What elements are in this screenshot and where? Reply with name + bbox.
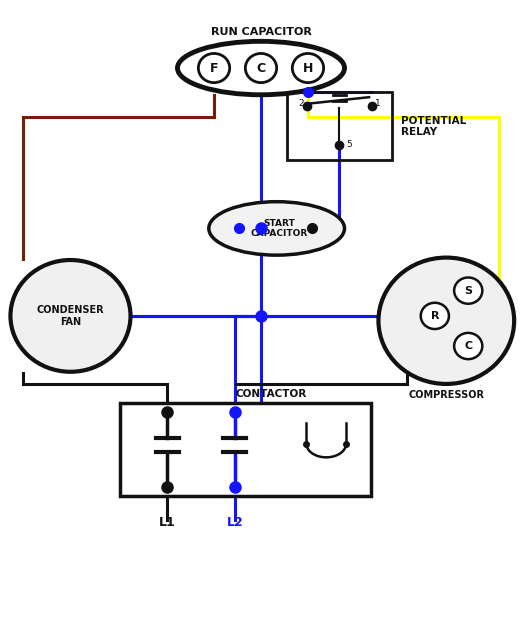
Text: R: R [431,311,439,321]
Text: S: S [464,286,472,296]
Text: 1: 1 [375,99,381,108]
Circle shape [378,258,514,384]
Text: F: F [210,61,218,75]
Text: 5: 5 [346,140,352,149]
Text: RUN CAPACITOR: RUN CAPACITOR [210,27,312,37]
Text: POTENTIAL
RELAY: POTENTIAL RELAY [401,116,466,137]
Text: iiii: iiii [43,599,51,605]
Text: C: C [464,341,472,351]
Circle shape [245,53,277,83]
Ellipse shape [209,202,345,255]
Circle shape [454,333,482,359]
Circle shape [10,260,130,372]
Text: L2: L2 [227,516,243,529]
Circle shape [421,303,449,329]
Text: C: C [256,61,266,75]
Text: Welcome to buy components: Welcome to buy components [115,601,226,610]
Text: CONTACTOR: CONTACTOR [236,389,307,399]
Text: https://www.jinftry.com: https://www.jinftry.com [277,573,433,585]
Text: L1: L1 [159,516,175,529]
Bar [287,93,392,160]
Text: CONDENSER
FAN: CONDENSER FAN [37,305,104,327]
Circle shape [198,53,230,83]
Text: H: H [303,61,313,75]
Text: COMPRESSOR: COMPRESSOR [408,390,484,400]
Text: 2: 2 [298,99,303,108]
Circle shape [454,278,482,304]
Text: START
CAPACITOR: START CAPACITOR [251,219,308,238]
Bar [120,404,371,496]
Text: J: J [63,569,73,592]
Text: Jinftry: Jinftry [115,573,168,588]
Circle shape [292,53,324,83]
Text: sales@jinftry.com: sales@jinftry.com [277,597,394,610]
